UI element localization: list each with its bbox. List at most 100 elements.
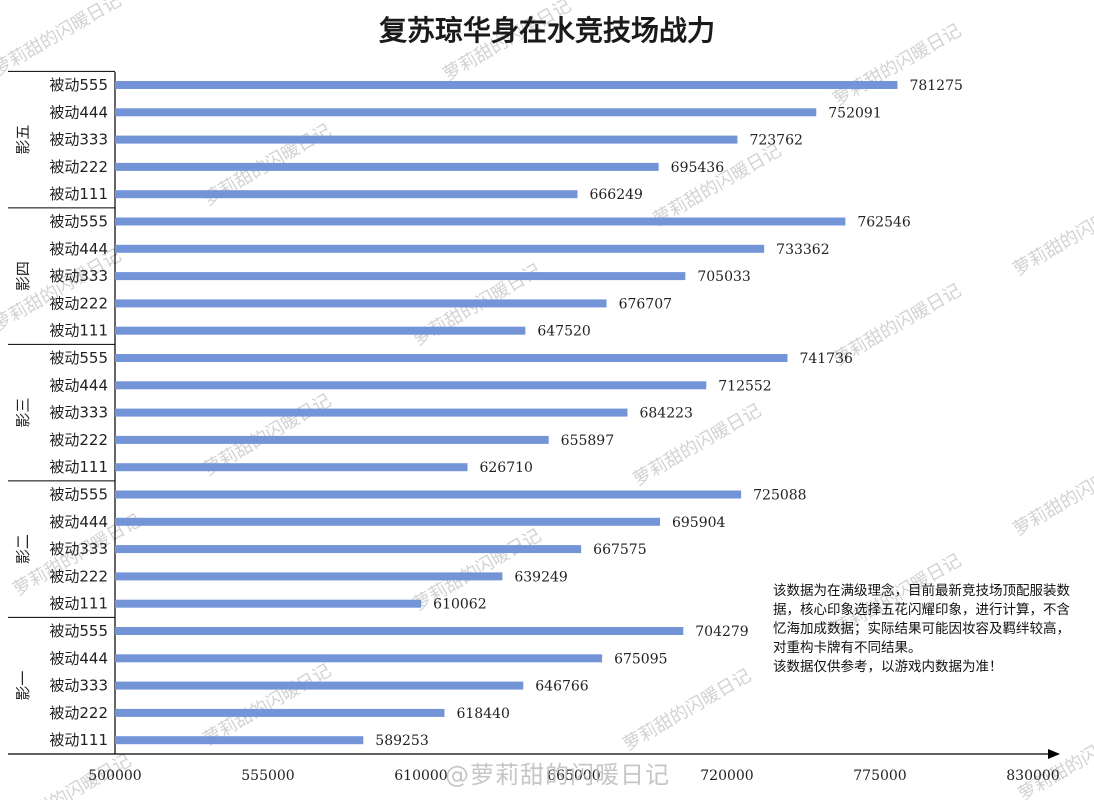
bar: [115, 162, 659, 171]
bar-category-label: 被动555: [49, 349, 108, 367]
bar-value-label: 725088: [753, 488, 806, 504]
bar-value-label: 647520: [537, 324, 590, 340]
bar: [115, 681, 524, 690]
bar-value-label: 695436: [671, 160, 725, 176]
bar-value-label: 675095: [614, 651, 667, 667]
labels: 500000 555000 610000 665000 720000 775000 8300…: [14, 76, 1060, 784]
bar-value-label: 704279: [695, 624, 748, 640]
bar-category-label: 被动111: [49, 731, 108, 749]
bar-value-label: 762546: [857, 215, 911, 231]
bar: [115, 354, 788, 362]
bar-category-label: 被动222: [49, 704, 108, 722]
x-tick-label: 830000: [1006, 768, 1059, 784]
x-tick-label: 775000: [853, 768, 906, 784]
bar: [115, 108, 817, 117]
note-box: 该数据为在满级理念，目前最新竞技场顶配服装数据，核心印象选择五花闪耀印象，进行计…: [773, 582, 1073, 677]
bar-category-label: 被动333: [49, 131, 108, 149]
bar-value-label: 712552: [718, 378, 771, 394]
x-tick-label: 720000: [700, 768, 753, 784]
bar-category-label: 被动333: [49, 540, 108, 558]
bar-value-label: 639249: [514, 569, 567, 585]
watermark-text: 萝莉甜的闪暖日记: [1010, 450, 1094, 540]
bar-category-label: 被动555: [49, 486, 108, 504]
chart-title: 复苏琼华身在水竞技场战力: [379, 14, 715, 47]
bar: [115, 272, 686, 281]
bar: [115, 81, 898, 89]
bar: [115, 244, 765, 253]
bar: [115, 217, 846, 226]
bar: [115, 326, 526, 335]
bar: [115, 299, 607, 308]
bar: [115, 463, 468, 472]
bar: [115, 545, 582, 554]
bar-value-label: 666249: [589, 187, 642, 203]
bar-value-label: 589253: [375, 733, 428, 749]
bar: [115, 627, 684, 635]
bar: [115, 654, 603, 663]
bar-value-label: 705033: [697, 269, 750, 285]
x-axis-arrow: [1048, 749, 1060, 759]
group-label: 影三: [14, 398, 32, 428]
bar-category-label: 被动111: [49, 322, 108, 340]
bar-category-label: 被动555: [49, 622, 108, 640]
bar-category-label: 被动111: [49, 595, 108, 613]
note-line-1: 该数据为在满级理念，目前最新竞技场顶配服装数据，核心印象选择五花闪耀印象，进行计…: [773, 583, 1070, 656]
group-label: 影四: [14, 261, 32, 291]
bar: [115, 408, 628, 417]
bar: [115, 736, 364, 745]
bar-category-label: 被动222: [49, 431, 108, 449]
bar-category-label: 被动222: [49, 567, 108, 585]
x-tick-label: 555000: [241, 768, 294, 784]
bar-category-label: 被动444: [49, 376, 108, 394]
bar: [115, 135, 738, 144]
bar-value-label: 695904: [672, 515, 726, 531]
bar-category-label: 被动444: [49, 240, 108, 258]
watermark-text: 萝莉甜的闪暖日记: [0, 0, 125, 80]
bar-category-label: 被动333: [49, 267, 108, 285]
bar-value-label: 684223: [639, 406, 692, 422]
bar-category-label: 被动444: [49, 649, 108, 667]
watermark-text: 萝莉甜的闪暖日记: [1010, 190, 1094, 280]
bar: [115, 190, 578, 199]
note-line-2: 该数据仅供参考，以游戏内数据为准！: [773, 659, 1003, 675]
bar-value-label: 618440: [456, 706, 509, 722]
watermark-text: 萝莉甜的闪暖日记: [620, 665, 755, 755]
bar-value-label: 667575: [593, 542, 646, 558]
x-tick-label: 610000: [394, 768, 447, 784]
bar-category-label: 被动222: [49, 294, 108, 312]
bar: [115, 381, 707, 390]
bar-category-label: 被动444: [49, 103, 108, 121]
bar: [115, 572, 503, 581]
bar: [115, 435, 549, 444]
bar-category-label: 被动333: [49, 404, 108, 422]
watermark-text: 萝莉甜的闪暖日记: [650, 140, 785, 230]
bar: [115, 708, 445, 717]
footer-watermark: @萝莉甜的闪暖日记: [445, 761, 670, 789]
bars: [115, 81, 898, 745]
bar-value-label: 752091: [828, 105, 881, 121]
bar-value-label: 781275: [909, 78, 962, 94]
watermark-text: 萝莉甜的闪暖日记: [1015, 715, 1094, 800]
bar-value-label: 626710: [479, 460, 532, 476]
bar: [115, 490, 742, 499]
bar-value-label: 676707: [619, 296, 672, 312]
bar-category-label: 被动333: [49, 677, 108, 695]
bar-value-label: 610062: [433, 597, 486, 613]
bar-value-label: 723762: [749, 133, 802, 149]
bar-category-label: 被动444: [49, 513, 108, 531]
bar-category-label: 被动111: [49, 185, 108, 203]
bar-value-label: 646766: [535, 679, 589, 695]
bar: [115, 599, 422, 608]
bar-value-label: 741736: [799, 351, 853, 367]
bar: [115, 517, 660, 526]
bar-value-label: 655897: [561, 433, 614, 449]
bar-category-label: 被动222: [49, 158, 108, 176]
group-label: 影一: [14, 671, 32, 701]
x-tick-label: 665000: [547, 768, 600, 784]
group-label: 影二: [14, 534, 32, 564]
x-tick-label: 500000: [88, 768, 141, 784]
bar-category-label: 被动555: [49, 76, 108, 94]
bar-value-label: 733362: [776, 242, 829, 258]
